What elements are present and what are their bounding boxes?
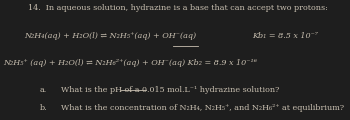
Text: 14.  In aqueous solution, hydrazine is a base that can accept two protons:: 14. In aqueous solution, hydrazine is a … [28,4,328,12]
Text: What is the concentration of N₂H₄, N₂H₅⁺, and N₂H₆²⁺ at equilibrium?: What is the concentration of N₂H₄, N₂H₅⁺… [61,104,344,112]
Text: N₂H₄(aq) + H₂O(l) ⇌ N₂H₅⁺(aq) + OH⁻(aq): N₂H₄(aq) + H₂O(l) ⇌ N₂H₅⁺(aq) + OH⁻(aq) [25,32,197,39]
Text: b.: b. [40,104,48,112]
Text: N₂H₅⁺ (aq) + H₂O(l) ⇌ N₂H₆²⁺(aq) + OH⁻(aq) Kb₂ = 8.9 x 10⁻¹⁶: N₂H₅⁺ (aq) + H₂O(l) ⇌ N₂H₆²⁺(aq) + OH⁻(a… [3,59,257,67]
Text: a.: a. [40,86,47,93]
Text: Kb₁ = 8.5 x 10⁻⁷: Kb₁ = 8.5 x 10⁻⁷ [252,32,318,39]
Text: What is the pH of a 0.015 mol.L⁻¹ hydrazine solution?: What is the pH of a 0.015 mol.L⁻¹ hydraz… [61,86,279,93]
